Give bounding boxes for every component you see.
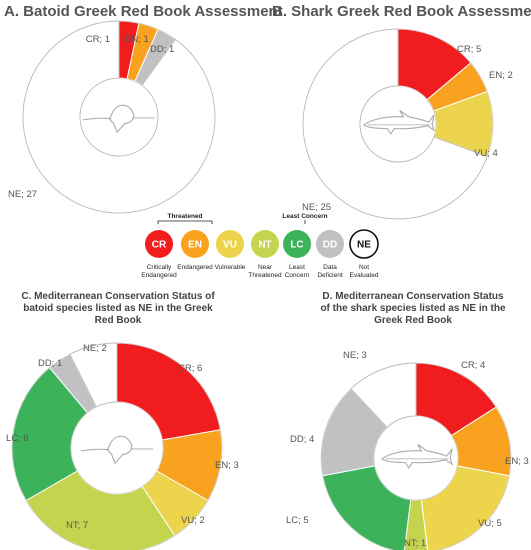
- slice-label-dd: DD; 1: [150, 44, 174, 55]
- slice-label-ne: NE; 27: [8, 189, 37, 200]
- panel-d-slice-labels: CR; 4 EN; 3 VU; 5 NT; 1 LC; 5 DD; 4 NE; 3: [286, 350, 529, 549]
- legend-name-dd: Data: [323, 264, 337, 271]
- legend-group-least-concern: Least Concern: [282, 213, 327, 220]
- legend-code-ne: NE: [357, 240, 371, 251]
- ring-inner-outline: [79, 77, 159, 157]
- slice-label-en: EN; 2: [489, 70, 513, 81]
- legend-name-vu: Vulnerable: [215, 264, 246, 271]
- ring-outer-outline: [22, 20, 216, 214]
- legend-badge-dd: [316, 230, 344, 258]
- panel-a: A. Batoid Greek Red Book Assessment CR; …: [4, 3, 283, 214]
- legend-name-ne: Not: [359, 264, 369, 271]
- shark-body: [380, 444, 453, 469]
- batoid-body: [109, 104, 135, 134]
- slice-label-cr: CR; 4: [461, 360, 485, 371]
- legend-code-nt: NT: [258, 240, 271, 251]
- batoid-tail: [80, 448, 110, 452]
- ring-outer-outline: [302, 28, 494, 220]
- legend: Threatened Least Concern CRCriticallyEnd…: [141, 213, 379, 279]
- legend-code-dd: DD: [323, 240, 337, 251]
- legend-badge-ne: [349, 229, 379, 259]
- slice-label-ne: NE; 2: [83, 343, 107, 354]
- legend-name-nt: Near: [258, 264, 273, 271]
- legend-badge-vu: [216, 230, 244, 258]
- slice-label-cr: CR; 6: [178, 363, 202, 374]
- slice-vu: [420, 465, 510, 550]
- panel-c-title: C. Mediterranean Conservation Status of …: [21, 291, 215, 326]
- slice-label-lc: LC; 5: [286, 515, 309, 526]
- legend-badge-cr: [145, 230, 173, 258]
- panel-c-title-line-3: Red Book: [95, 315, 142, 326]
- panel-d: D. Mediterranean Conservation Status of …: [286, 291, 529, 550]
- panel-b-donut: [302, 28, 494, 220]
- shark-icon: [362, 110, 435, 135]
- panel-d-title-line-1: D. Mediterranean Conservation Status: [322, 291, 504, 302]
- ring-inner-outline: [359, 85, 437, 163]
- ring-outer-outline: [320, 362, 512, 550]
- slice-label-dd: DD; 1: [38, 358, 62, 369]
- slice-label-ne: NE; 3: [343, 350, 367, 361]
- legend-name-dd-line-2: Deficient: [317, 272, 342, 279]
- slice-label-cr: CR; 5: [457, 44, 481, 55]
- slice-ne: [22, 20, 216, 214]
- slice-label-en: EN; 3: [215, 460, 239, 471]
- legend-name-nt-line-2: Threatened: [248, 272, 282, 279]
- panel-b-slice-labels: CR; 5 EN; 2 VU; 4 NE; 25: [302, 44, 513, 213]
- batoid-body: [107, 435, 133, 465]
- ring-inner-outline: [373, 415, 459, 501]
- panel-b: B. Shark Greek Red Book Assessment CR; 5…: [272, 3, 531, 220]
- legend-badge-nt: [251, 230, 279, 258]
- shark-body: [362, 110, 435, 135]
- slice-label-nt: NT; 7: [66, 520, 88, 531]
- legend-code-en: EN: [188, 240, 202, 251]
- legend-name-lc-line-2: Concern: [285, 272, 310, 279]
- legend-items: CRCriticallyEndangeredENEndangeredVUVuln…: [141, 229, 379, 279]
- panel-a-title: A. Batoid Greek Red Book Assessment: [4, 3, 283, 20]
- slice-label-en: EN; 3: [505, 456, 529, 467]
- slice-lc: [322, 465, 412, 550]
- panel-c-title-line-1: C. Mediterranean Conservation Status of: [21, 291, 215, 302]
- batoid-icon: [82, 104, 156, 134]
- panel-a-donut: [22, 20, 216, 214]
- panel-c-donut: [11, 342, 223, 550]
- panel-c-title-line-2: batoid species listed as NE in the Greek: [23, 303, 213, 314]
- legend-name-cr: Critically: [147, 264, 172, 271]
- batoid-tail: [82, 117, 112, 121]
- panel-d-title: D. Mediterranean Conservation Status of …: [320, 291, 506, 326]
- legend-code-vu: VU: [223, 240, 237, 251]
- slice-cr: [116, 342, 221, 441]
- legend-badge-lc: [283, 230, 311, 258]
- slice-label-vu: VU; 4: [474, 148, 498, 159]
- panel-d-donut: [320, 362, 512, 550]
- ring-inner-outline: [70, 401, 164, 495]
- slice-label-vu: VU; 2: [181, 515, 205, 526]
- panel-d-title-line-2: of the shark species listed as NE in the: [320, 303, 506, 314]
- slice-label-dd: DD; 4: [290, 434, 314, 445]
- legend-name-cr-line-2: Endangered: [141, 272, 177, 279]
- panel-c-slice-labels: CR; 6 EN; 3 VU; 2 NT; 7 LC; 6 DD; 1 NE; 2: [6, 343, 239, 531]
- legend-bracket-threatened: [157, 220, 213, 224]
- batoid-icon: [80, 435, 154, 465]
- ring-outer-outline: [11, 342, 223, 550]
- slice-label-nt: NT; 1: [404, 538, 426, 549]
- legend-name-lc: Least: [289, 264, 305, 271]
- legend-name-en: Endangered: [177, 264, 213, 271]
- legend-code-cr: CR: [152, 240, 167, 251]
- slice-label-cr: CR; 1: [86, 34, 110, 45]
- slice-label-lc: LC; 6: [6, 433, 29, 444]
- slice-label-ne: NE; 25: [302, 202, 331, 213]
- panel-d-title-line-3: Greek Red Book: [374, 315, 452, 326]
- legend-badge-en: [181, 230, 209, 258]
- slice-label-vu: VU; 5: [478, 518, 502, 529]
- legend-code-lc: LC: [290, 240, 303, 251]
- slice-label-en: EN; 1: [125, 34, 149, 45]
- legend-name-ne-line-2: Evaluated: [350, 272, 379, 279]
- shark-icon: [380, 444, 453, 469]
- panel-a-slice-labels: CR; 1 EN; 1DD; 1 NE; 27: [8, 34, 174, 200]
- panel-b-title: B. Shark Greek Red Book Assessment: [272, 3, 531, 20]
- legend-group-threatened: Threatened: [167, 213, 202, 220]
- panel-c: C. Mediterranean Conservation Status of …: [6, 291, 239, 550]
